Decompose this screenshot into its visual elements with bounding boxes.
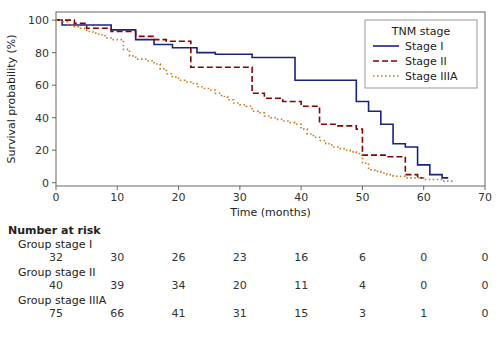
risk-count: 16 (294, 251, 308, 264)
x-tick-label: 0 (53, 191, 60, 204)
y-tick (52, 182, 56, 183)
legend: TNM stage Stage I Stage II Stage IIIA (365, 20, 477, 88)
legend-label: Stage I (405, 40, 444, 53)
y-tick (52, 20, 56, 21)
x-tick-label: 10 (110, 191, 124, 204)
y-tick-label: 60 (35, 79, 49, 92)
risk-count: 6 (359, 251, 366, 264)
risk-count: 3 (359, 307, 366, 320)
risk-row-label: Group stage I (18, 238, 92, 251)
risk-count: 0 (482, 307, 489, 320)
risk-count: 0 (482, 279, 489, 292)
x-tick (301, 186, 302, 190)
risk-table: Number at riskGroup stage I3230262316600… (8, 224, 489, 320)
x-tick (423, 186, 424, 190)
x-tick (485, 186, 486, 190)
risk-count: 0 (482, 251, 489, 264)
x-tick-label: 20 (172, 191, 186, 204)
x-tick-label: 40 (294, 191, 308, 204)
y-tick (52, 117, 56, 118)
y-tick (52, 52, 56, 53)
x-tick (239, 186, 240, 190)
y-axis-label: Survival probability (%) (5, 34, 18, 163)
x-tick (362, 186, 363, 190)
risk-count: 75 (49, 307, 63, 320)
chart: 010203040506070020406080100Time (months)… (0, 0, 500, 354)
risk-row-label: Group stage II (18, 266, 96, 279)
x-tick-label: 30 (233, 191, 247, 204)
risk-row-label: Group stage IIIA (18, 294, 107, 307)
risk-count: 26 (172, 251, 186, 264)
risk-count: 0 (420, 251, 427, 264)
risk-count: 40 (49, 279, 63, 292)
x-axis-label: Time (months) (229, 206, 310, 219)
risk-count: 4 (359, 279, 366, 292)
x-tick (117, 186, 118, 190)
plot-frame (56, 12, 485, 186)
risk-count: 34 (172, 279, 186, 292)
legend-swatch (373, 60, 399, 62)
y-tick-label: 100 (28, 14, 49, 27)
x-tick-label: 60 (417, 191, 431, 204)
legend-swatch (373, 45, 399, 47)
y-tick (52, 85, 56, 86)
y-tick-label: 20 (35, 144, 49, 157)
x-tick (56, 186, 57, 190)
y-tick-label: 0 (42, 177, 49, 190)
risk-count: 23 (233, 251, 247, 264)
risk-count: 39 (110, 279, 124, 292)
risk-count: 11 (294, 279, 308, 292)
risk-count: 0 (420, 279, 427, 292)
legend-title: TNM stage (391, 25, 451, 38)
risk-count: 20 (233, 279, 247, 292)
risk-count: 32 (49, 251, 63, 264)
y-tick-label: 40 (35, 112, 49, 125)
risk-count: 15 (294, 307, 308, 320)
legend-label: Stage II (405, 55, 447, 68)
risk-count: 1 (420, 307, 427, 320)
x-tick-label: 50 (355, 191, 369, 204)
legend-label: Stage IIIA (405, 70, 458, 83)
legend-swatch (373, 75, 399, 77)
risk-count: 41 (172, 307, 186, 320)
x-tick-label: 70 (478, 191, 492, 204)
y-tick (52, 150, 56, 151)
y-tick-label: 80 (35, 47, 49, 60)
x-tick (178, 186, 179, 190)
risk-header: Number at risk (8, 224, 101, 237)
risk-count: 66 (110, 307, 124, 320)
risk-count: 31 (233, 307, 247, 320)
legend-box (365, 20, 477, 88)
risk-count: 30 (110, 251, 124, 264)
